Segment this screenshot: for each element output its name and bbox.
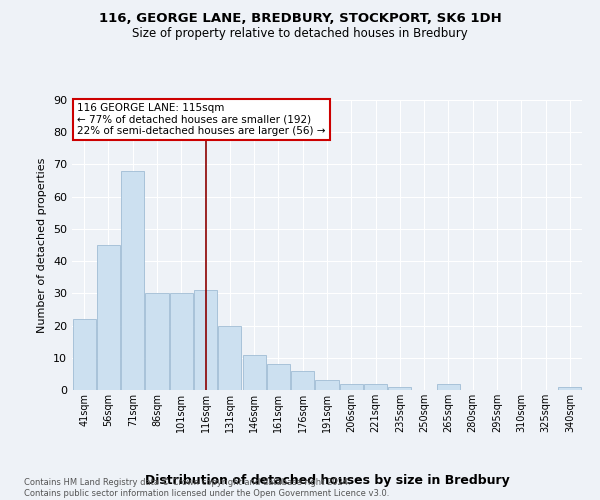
Bar: [242, 354, 266, 390]
Bar: [267, 364, 290, 390]
Text: Contains HM Land Registry data © Crown copyright and database right 2024.
Contai: Contains HM Land Registry data © Crown c…: [24, 478, 389, 498]
Bar: [340, 384, 363, 390]
Bar: [121, 171, 144, 390]
Bar: [437, 384, 460, 390]
Bar: [388, 387, 412, 390]
Bar: [170, 294, 193, 390]
Bar: [559, 387, 581, 390]
Bar: [291, 370, 314, 390]
Y-axis label: Number of detached properties: Number of detached properties: [37, 158, 47, 332]
Bar: [97, 245, 120, 390]
Text: 116 GEORGE LANE: 115sqm
← 77% of detached houses are smaller (192)
22% of semi-d: 116 GEORGE LANE: 115sqm ← 77% of detache…: [77, 103, 326, 136]
Bar: [73, 319, 95, 390]
Bar: [364, 384, 387, 390]
Bar: [218, 326, 241, 390]
Text: 116, GEORGE LANE, BREDBURY, STOCKPORT, SK6 1DH: 116, GEORGE LANE, BREDBURY, STOCKPORT, S…: [98, 12, 502, 26]
Bar: [145, 294, 169, 390]
Bar: [316, 380, 338, 390]
Text: Size of property relative to detached houses in Bredbury: Size of property relative to detached ho…: [132, 28, 468, 40]
X-axis label: Distribution of detached houses by size in Bredbury: Distribution of detached houses by size …: [145, 474, 509, 487]
Bar: [194, 290, 217, 390]
